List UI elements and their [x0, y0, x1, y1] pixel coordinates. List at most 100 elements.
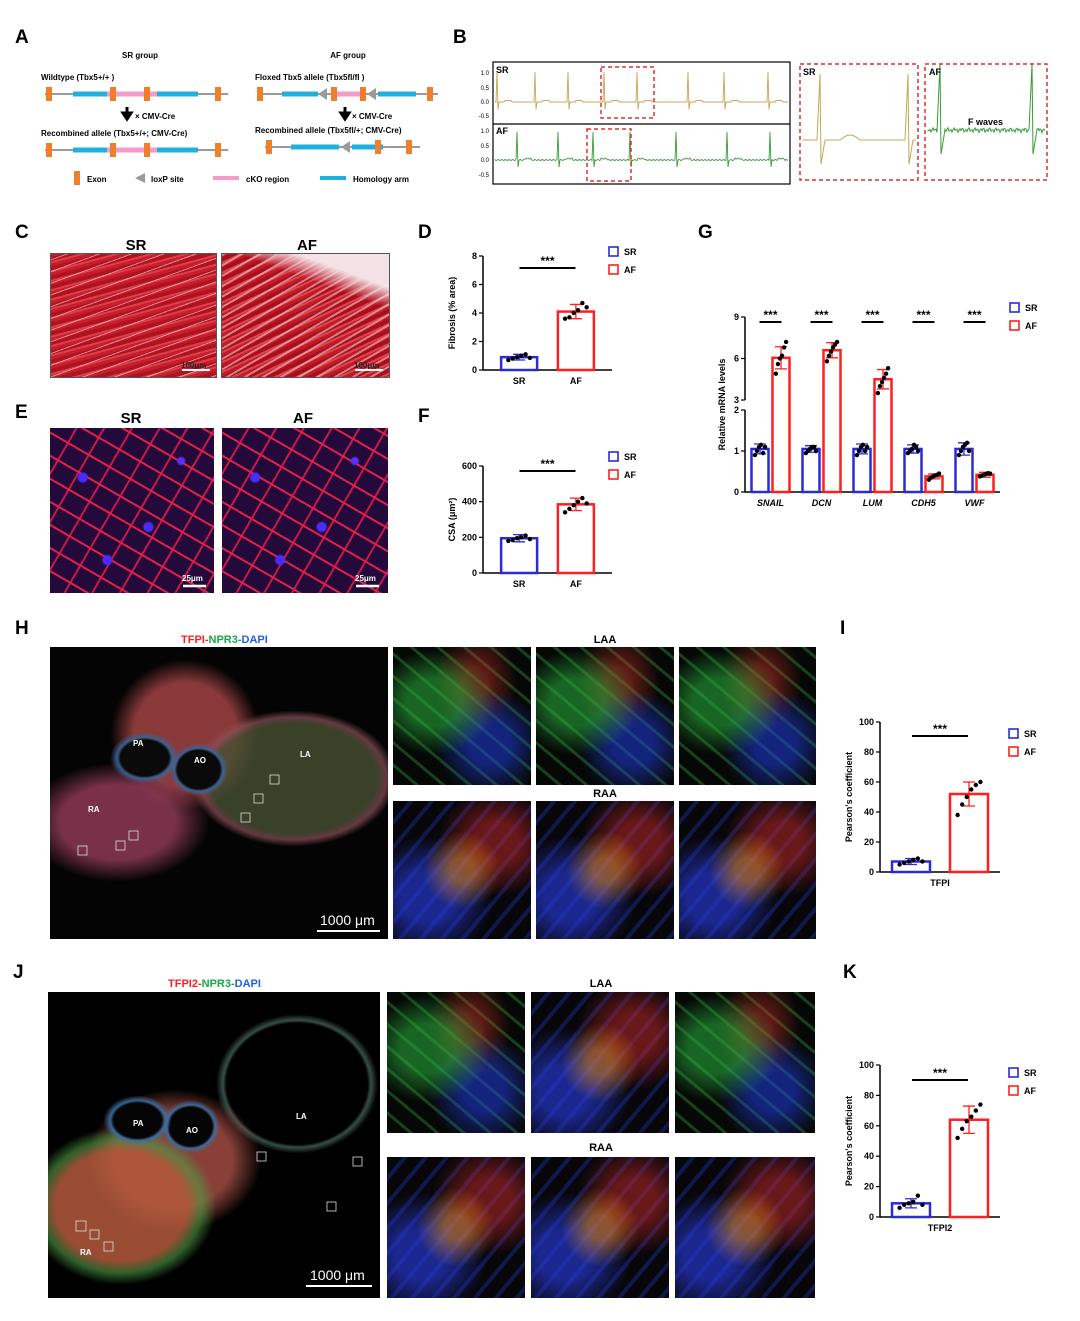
data-point [955, 1135, 960, 1141]
legend-sr: SR [624, 247, 637, 257]
ecg-ytick: 0.0 [481, 158, 490, 164]
error-bar [963, 1105, 975, 1135]
homology-arm [73, 91, 107, 97]
exon [257, 87, 263, 101]
y-tick-label: 20 [864, 1182, 874, 1192]
y-tick-label: 20 [864, 837, 874, 847]
x-tick-label: TFPI2 [928, 1223, 953, 1233]
homology-arm [352, 144, 383, 150]
y-tick-label: 60 [864, 777, 874, 787]
data-point [811, 444, 817, 450]
y-axis-label: Pearson's coefficient [844, 752, 854, 842]
y-tick-label: 600 [462, 461, 477, 471]
sr-recombined-label: Recombined allele (Tbx5+/+; CMV-Cre) [41, 129, 188, 138]
laa-image-4 [387, 992, 525, 1133]
raa-image-1 [393, 801, 531, 939]
row-label-raa-j: RAA [589, 1142, 613, 1154]
significance-label: *** [916, 308, 930, 322]
ecg-ytick: 0.0 [481, 100, 490, 106]
region-la-h: LA [300, 750, 311, 759]
sr-group-title: SR group [122, 51, 158, 60]
bar-af [771, 356, 791, 494]
exon [144, 143, 150, 157]
stain-dapi: DAPI [242, 634, 268, 646]
data-point [862, 448, 868, 454]
panel-label-a: A [15, 27, 29, 48]
wga-image-af [222, 428, 388, 593]
panel-label-b: B [453, 27, 467, 48]
data-point [987, 471, 993, 476]
homology-arm [157, 91, 198, 97]
data-point [826, 353, 832, 358]
ecg-ytick: 0.5 [481, 86, 490, 92]
region-ra-h: RA [88, 805, 100, 814]
data-point [752, 452, 758, 458]
chart-i: 0 20 40 60 80 100 Pearson's coefficient TFPI ***… [844, 717, 1037, 888]
significance-label: *** [540, 457, 554, 471]
y-tick-label: 6 [472, 280, 477, 290]
data-point [885, 365, 891, 371]
significance-label: *** [933, 1066, 947, 1080]
scale-j: 1000 μm [310, 1267, 365, 1283]
data-point [824, 359, 830, 364]
loxp-site [367, 88, 376, 100]
exon [427, 87, 433, 101]
ecg-af-label: AF [496, 126, 508, 136]
legend-cko: cKO region [246, 175, 289, 184]
raa-image-5 [531, 1157, 669, 1298]
af-cross-label: × CMV-Cre [352, 112, 393, 121]
data-point [514, 536, 520, 541]
chart-g: 0 1 23 6 9 Relative mRNA levels SNAIL *** DCN ***… [717, 302, 1038, 508]
region-pa-j: PA [133, 1119, 144, 1128]
legend-af-swatch [1008, 1085, 1019, 1096]
y-tick-label: 2 [734, 405, 739, 415]
data-point [514, 354, 520, 360]
y-axis-label: CSA (μm²) [447, 498, 457, 542]
stain-sep: - [238, 634, 242, 646]
y-tick-label: 8 [472, 251, 477, 261]
stain-tfpi2: TFPI2 [168, 978, 198, 990]
data-point [506, 538, 511, 544]
stain-dapi: DAPI [235, 978, 261, 990]
masson-title-sr: SR [126, 237, 147, 254]
data-point [828, 349, 834, 354]
data-point [966, 448, 972, 454]
data-point [881, 375, 887, 381]
data-point [856, 448, 862, 454]
stain-npr3: NPR3 [209, 634, 238, 646]
stain-tfpi: TFPI [181, 634, 205, 646]
homology-arm [157, 147, 198, 153]
stain-sep: - [198, 978, 202, 990]
stain-sep: - [205, 634, 209, 646]
data-point [584, 305, 589, 310]
ecg-sr-label: SR [496, 65, 509, 75]
y-axis-label: Pearson's coefficient [844, 1096, 854, 1186]
y-tick-label: 0 [869, 867, 874, 877]
region-ao-h: AO [194, 756, 206, 765]
data-point [964, 794, 969, 800]
y-tick-label: 400 [462, 497, 477, 507]
homology-arm [378, 91, 416, 97]
legend-sr: SR [624, 452, 637, 462]
data-point [506, 357, 511, 363]
masson-title-af: AF [297, 237, 317, 254]
bar-sr [903, 447, 923, 494]
data-point [562, 510, 568, 515]
exon [215, 87, 221, 101]
data-point [580, 300, 585, 306]
data-point [897, 862, 902, 867]
sr-wildtype-label: Wildtype (Tbx5+/+ ) [41, 73, 115, 82]
legend-loxp-icon [135, 173, 145, 183]
y-tick-label: 0 [734, 487, 739, 497]
laa-image-5 [531, 992, 669, 1133]
data-point [854, 452, 860, 458]
y-tick-label: 200 [462, 532, 477, 542]
data-point [571, 503, 576, 508]
wga-scale-af: 25μm [355, 574, 376, 583]
stain-sep: - [231, 978, 235, 990]
data-point [959, 1126, 965, 1132]
data-point [527, 355, 533, 361]
y-tick-label: 9 [734, 312, 739, 322]
x-tick-label: SR [513, 376, 526, 386]
exon [406, 140, 412, 154]
